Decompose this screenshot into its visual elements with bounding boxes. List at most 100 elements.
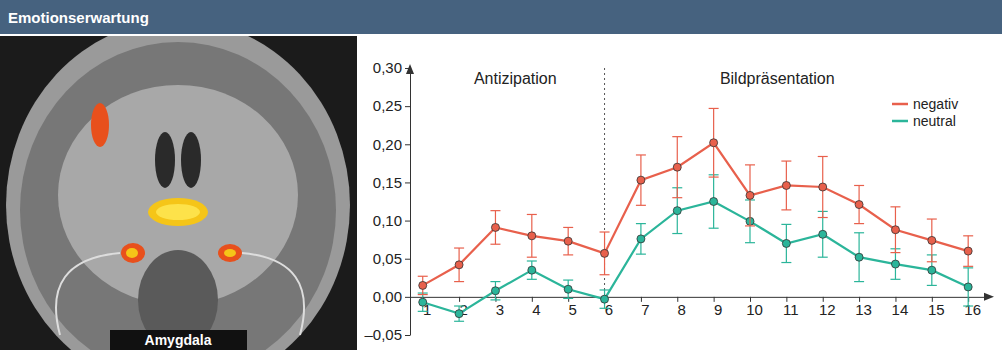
error-bar: [963, 236, 973, 267]
phase-label: Antizipation: [474, 70, 557, 87]
y-axis-line: [410, 69, 411, 336]
x-tick-label: 13: [855, 302, 872, 319]
error-bar: [890, 207, 900, 253]
error-bar-cap: [672, 136, 682, 137]
x-tick: 13: [855, 297, 872, 319]
error-bar: [527, 214, 537, 257]
data-point: [637, 176, 645, 184]
data-point: [637, 235, 645, 243]
data-point: [419, 298, 427, 306]
error-bar-cap: [927, 285, 937, 286]
error-bar-cap: [818, 156, 828, 157]
figure: EmotionserwartungAmygdala–0,050,000,050,…: [0, 0, 1002, 350]
data-point: [891, 260, 899, 268]
caption-box: [110, 330, 247, 350]
error-bar-cap: [636, 205, 646, 206]
y-tick: 0,20: [373, 136, 410, 153]
error-bar: [418, 276, 428, 294]
y-tick-mark: [405, 144, 410, 145]
phase-label: Bildpräsentation: [720, 70, 835, 87]
error-bar-cap: [636, 223, 646, 224]
activation-blob: [91, 103, 109, 147]
error-bar: [490, 282, 500, 300]
x-tick: 7: [641, 297, 649, 319]
x-axis: 12345678910111213141516: [411, 297, 991, 319]
error-bar-cap: [563, 279, 573, 280]
y-tick: 0,30: [373, 59, 410, 76]
error-bar-cap: [781, 160, 791, 161]
activation-blob: [148, 198, 208, 226]
error-bar-cap: [636, 154, 646, 155]
error-bar-cap: [490, 281, 500, 282]
error-bar: [709, 175, 719, 228]
error-bar: [600, 232, 610, 275]
data-point: [455, 261, 463, 269]
x-tick-label: 12: [819, 302, 836, 319]
series-line: [423, 202, 968, 314]
y-axis-arrow: [406, 64, 414, 74]
legend-swatch: [892, 103, 908, 106]
error-bar-cap: [600, 289, 610, 290]
y-tick: 0,25: [373, 97, 410, 114]
x-tick-label: 10: [746, 302, 763, 319]
error-bar: [854, 233, 864, 282]
error-bar: [636, 224, 646, 255]
data-point: [564, 237, 572, 245]
error-bar: [745, 165, 755, 226]
error-bar-cap: [818, 257, 828, 258]
error-bar-cap: [454, 247, 464, 248]
error-bar-cap: [563, 227, 573, 228]
x-tick-label: 6: [605, 302, 613, 319]
error-bar-cap: [418, 294, 428, 295]
error-bar-cap: [527, 279, 537, 280]
error-bar-cap: [636, 254, 646, 255]
series-line: [423, 143, 968, 286]
y-tick-label: 0,05: [373, 250, 402, 267]
x-tick: 4: [532, 297, 540, 319]
x-tick-label: 11: [783, 302, 799, 319]
error-bar: [636, 155, 646, 205]
x-tick: 12: [819, 297, 836, 319]
error-bar: [490, 211, 500, 245]
error-bar-cap: [927, 261, 937, 262]
data-point: [782, 239, 790, 247]
data-point: [855, 253, 863, 261]
activation-blob: [156, 204, 200, 220]
x-tick-label: 15: [928, 302, 945, 319]
data-point: [855, 201, 863, 209]
error-bar-cap: [818, 217, 828, 218]
error-bar-cap: [454, 321, 464, 322]
y-tick-label: 0,20: [373, 136, 402, 153]
x-tick: 5: [569, 297, 577, 319]
x-tick-label: 5: [569, 302, 577, 319]
error-bar-cap: [854, 281, 864, 282]
activation-blob: [224, 249, 236, 257]
error-bar-cap: [672, 197, 682, 198]
error-bar-cap: [600, 231, 610, 232]
y-tick-label: 0,30: [373, 59, 402, 76]
x-tick-label: 14: [892, 302, 909, 319]
error-bar: [781, 161, 791, 210]
error-bar-cap: [709, 108, 719, 109]
y-tick-label: –0,05: [364, 326, 402, 343]
data-point: [673, 163, 681, 171]
error-bar-cap: [963, 235, 973, 236]
data-point: [710, 198, 718, 206]
data-point: [964, 283, 972, 291]
error-bar-cap: [890, 279, 900, 280]
data-point: [455, 310, 463, 318]
x-tick: 8: [678, 297, 686, 319]
legend-swatch: [892, 120, 908, 123]
data-point: [964, 247, 972, 255]
y-tick-mark: [405, 297, 410, 298]
y-tick-label: 0,25: [373, 97, 402, 114]
error-bar-cap: [418, 276, 428, 277]
data-point: [564, 285, 572, 293]
error-bar-cap: [672, 233, 682, 234]
activation-blob: [121, 243, 145, 263]
error-bar-cap: [963, 266, 973, 267]
error-bar: [818, 211, 828, 257]
error-bar-cap: [745, 225, 755, 226]
legend: negativneutral: [892, 96, 958, 129]
error-bar: [454, 306, 464, 321]
